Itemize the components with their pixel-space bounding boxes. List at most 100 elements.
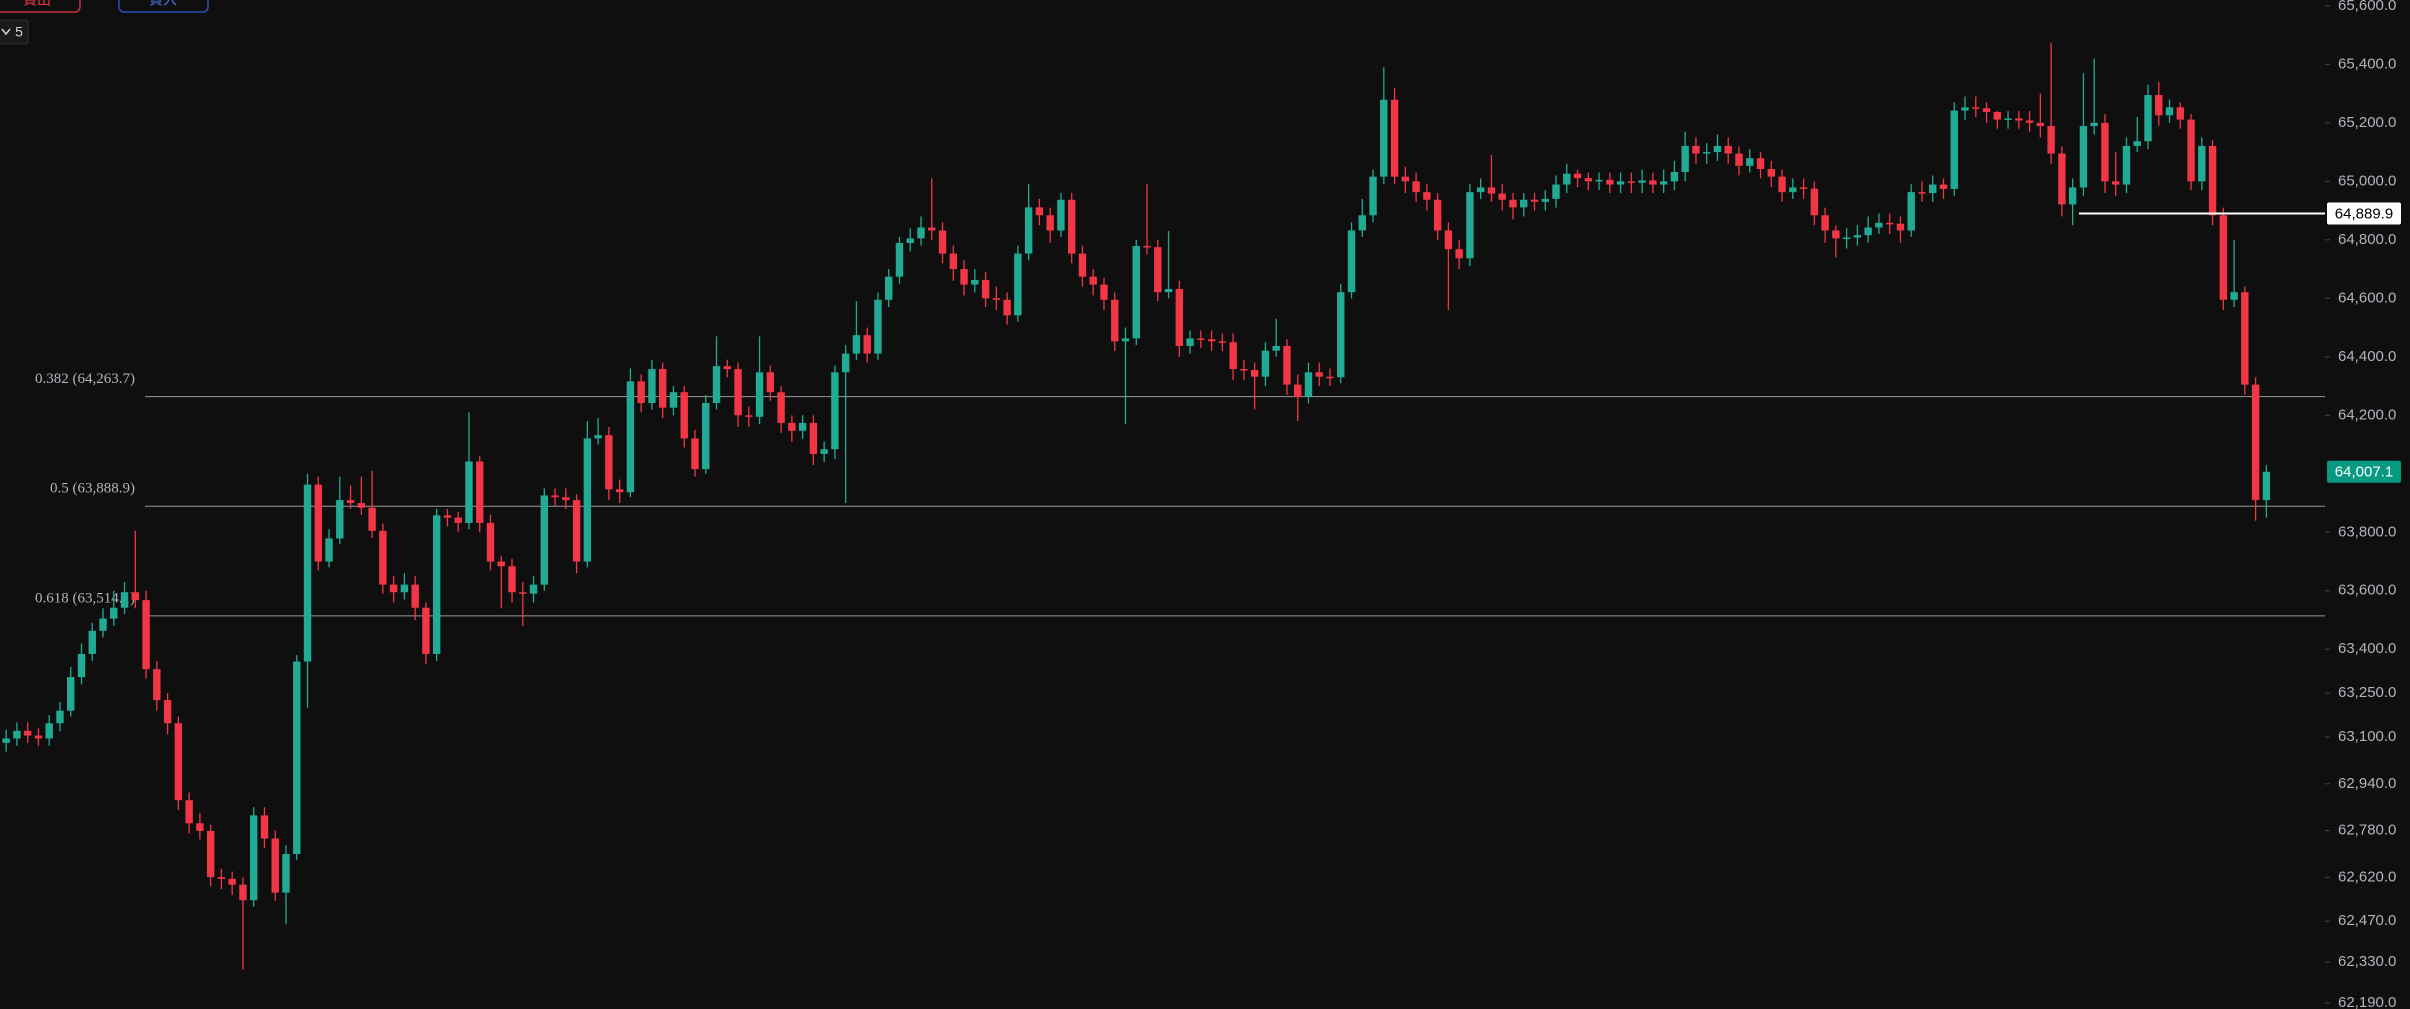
candle-body (809, 422, 818, 454)
candle-body (1552, 184, 1560, 199)
candle-body (1186, 338, 1194, 346)
y-tick-label: 62,190.0 (2338, 994, 2396, 1009)
candle-body (2187, 119, 2195, 182)
y-tick-label: 65,200.0 (2338, 114, 2396, 131)
candle-body (314, 484, 322, 562)
candle-body (1412, 181, 1420, 193)
candle-body (1606, 179, 1614, 185)
candle-body (153, 669, 161, 701)
candle-body (831, 372, 839, 450)
interval-frame[interactable] (0, 19, 29, 45)
candle-body (1810, 188, 1819, 216)
candle-body (454, 517, 462, 523)
candle-body (1681, 145, 1689, 172)
buy-button[interactable]: 買入 (118, 0, 209, 13)
y-tick-label: 64,200.0 (2338, 406, 2396, 423)
candle-body (1767, 169, 1775, 177)
buy-button-label[interactable]: 買入 (149, 0, 177, 8)
candle-body (1530, 199, 1539, 202)
candle-body (1423, 192, 1431, 200)
candle-body (1024, 207, 1033, 254)
candle-body (1853, 235, 1862, 238)
candle-body (1627, 181, 1636, 183)
candle-body (1358, 215, 1366, 231)
candle-body (2133, 141, 2141, 146)
candle-body (260, 815, 269, 839)
candle-body (1972, 107, 1980, 109)
candle-body (906, 238, 914, 244)
candle-body (971, 279, 979, 285)
candle-body (88, 630, 96, 654)
candle-body (2262, 471, 2271, 501)
candle-body (1939, 184, 1948, 189)
candle-body (2251, 384, 2260, 501)
fib-label: 0.5 (63,888.9) (50, 481, 135, 497)
candle-body (1756, 158, 1765, 170)
fib-label: 0.618 (63,514.1) (35, 590, 135, 606)
candle-body (1832, 230, 1840, 239)
candle-body (1304, 372, 1313, 397)
candle-body (1057, 199, 1065, 231)
candle-body (594, 435, 602, 439)
candle-body (1294, 384, 1302, 397)
y-tick-label: 63,100.0 (2338, 728, 2396, 745)
sell-button[interactable]: 賣出 (0, 0, 81, 13)
candle-body (336, 500, 344, 539)
candle-body (2208, 145, 2217, 216)
sell-button-frame[interactable] (0, 0, 81, 13)
y-tick-label: 62,330.0 (2338, 953, 2396, 970)
candle-body (1390, 99, 1399, 177)
candle-body (379, 530, 387, 585)
candle-body (2079, 126, 2088, 188)
candle-body (1164, 288, 1173, 293)
candle-body (120, 592, 129, 608)
candle-body (249, 815, 258, 901)
candle-body (2155, 95, 2163, 116)
candle-body (1950, 110, 1958, 189)
candle-body (2015, 118, 2023, 121)
candle-body (874, 299, 882, 354)
candle-body (1476, 187, 1485, 193)
candle-body (131, 592, 140, 601)
candle-body (1466, 192, 1474, 259)
candle-body (2111, 181, 2120, 185)
candle-body (174, 723, 183, 801)
candle-body (2004, 118, 2012, 120)
candle-body (56, 710, 64, 724)
candle-body (1175, 288, 1184, 346)
y-tick-label: 63,250.0 (2338, 684, 2396, 701)
candle-body (2176, 107, 2184, 120)
sell-button-label[interactable]: 賣出 (23, 0, 51, 8)
interval-selector[interactable]: 5 (0, 19, 29, 45)
candle-body (239, 884, 247, 901)
candle-body (519, 592, 527, 594)
candle-body (67, 677, 75, 711)
candle-body (2, 738, 10, 743)
candle-body (443, 515, 452, 518)
candle-body (2122, 145, 2131, 185)
price-marker-box (2327, 202, 2401, 225)
candle-body (1229, 342, 1237, 370)
y-tick-label: 64,800.0 (2338, 231, 2396, 248)
buy-button-frame[interactable] (118, 0, 209, 13)
candle-body (1595, 179, 1603, 182)
candle-body (885, 276, 893, 300)
candle-body (949, 253, 957, 270)
candle-body (1982, 108, 1991, 113)
y-tick-label: 62,780.0 (2338, 822, 2396, 839)
candle-body (217, 877, 226, 879)
candle-body (841, 353, 850, 373)
candle-body (2230, 292, 2238, 300)
price-marker-label: 64,007.1 (2335, 464, 2393, 481)
fib-label: 0.382 (64,263.7) (35, 371, 135, 387)
candle-body (2198, 145, 2206, 182)
candle-body (1035, 207, 1044, 216)
candle-body (992, 298, 1001, 300)
candle-body (1885, 222, 1894, 225)
candle-body (1638, 180, 1646, 183)
interval-label[interactable]: 5 (15, 24, 23, 40)
candle-body (1649, 180, 1657, 185)
candle-body (486, 522, 495, 562)
candle-body (2036, 122, 2045, 127)
